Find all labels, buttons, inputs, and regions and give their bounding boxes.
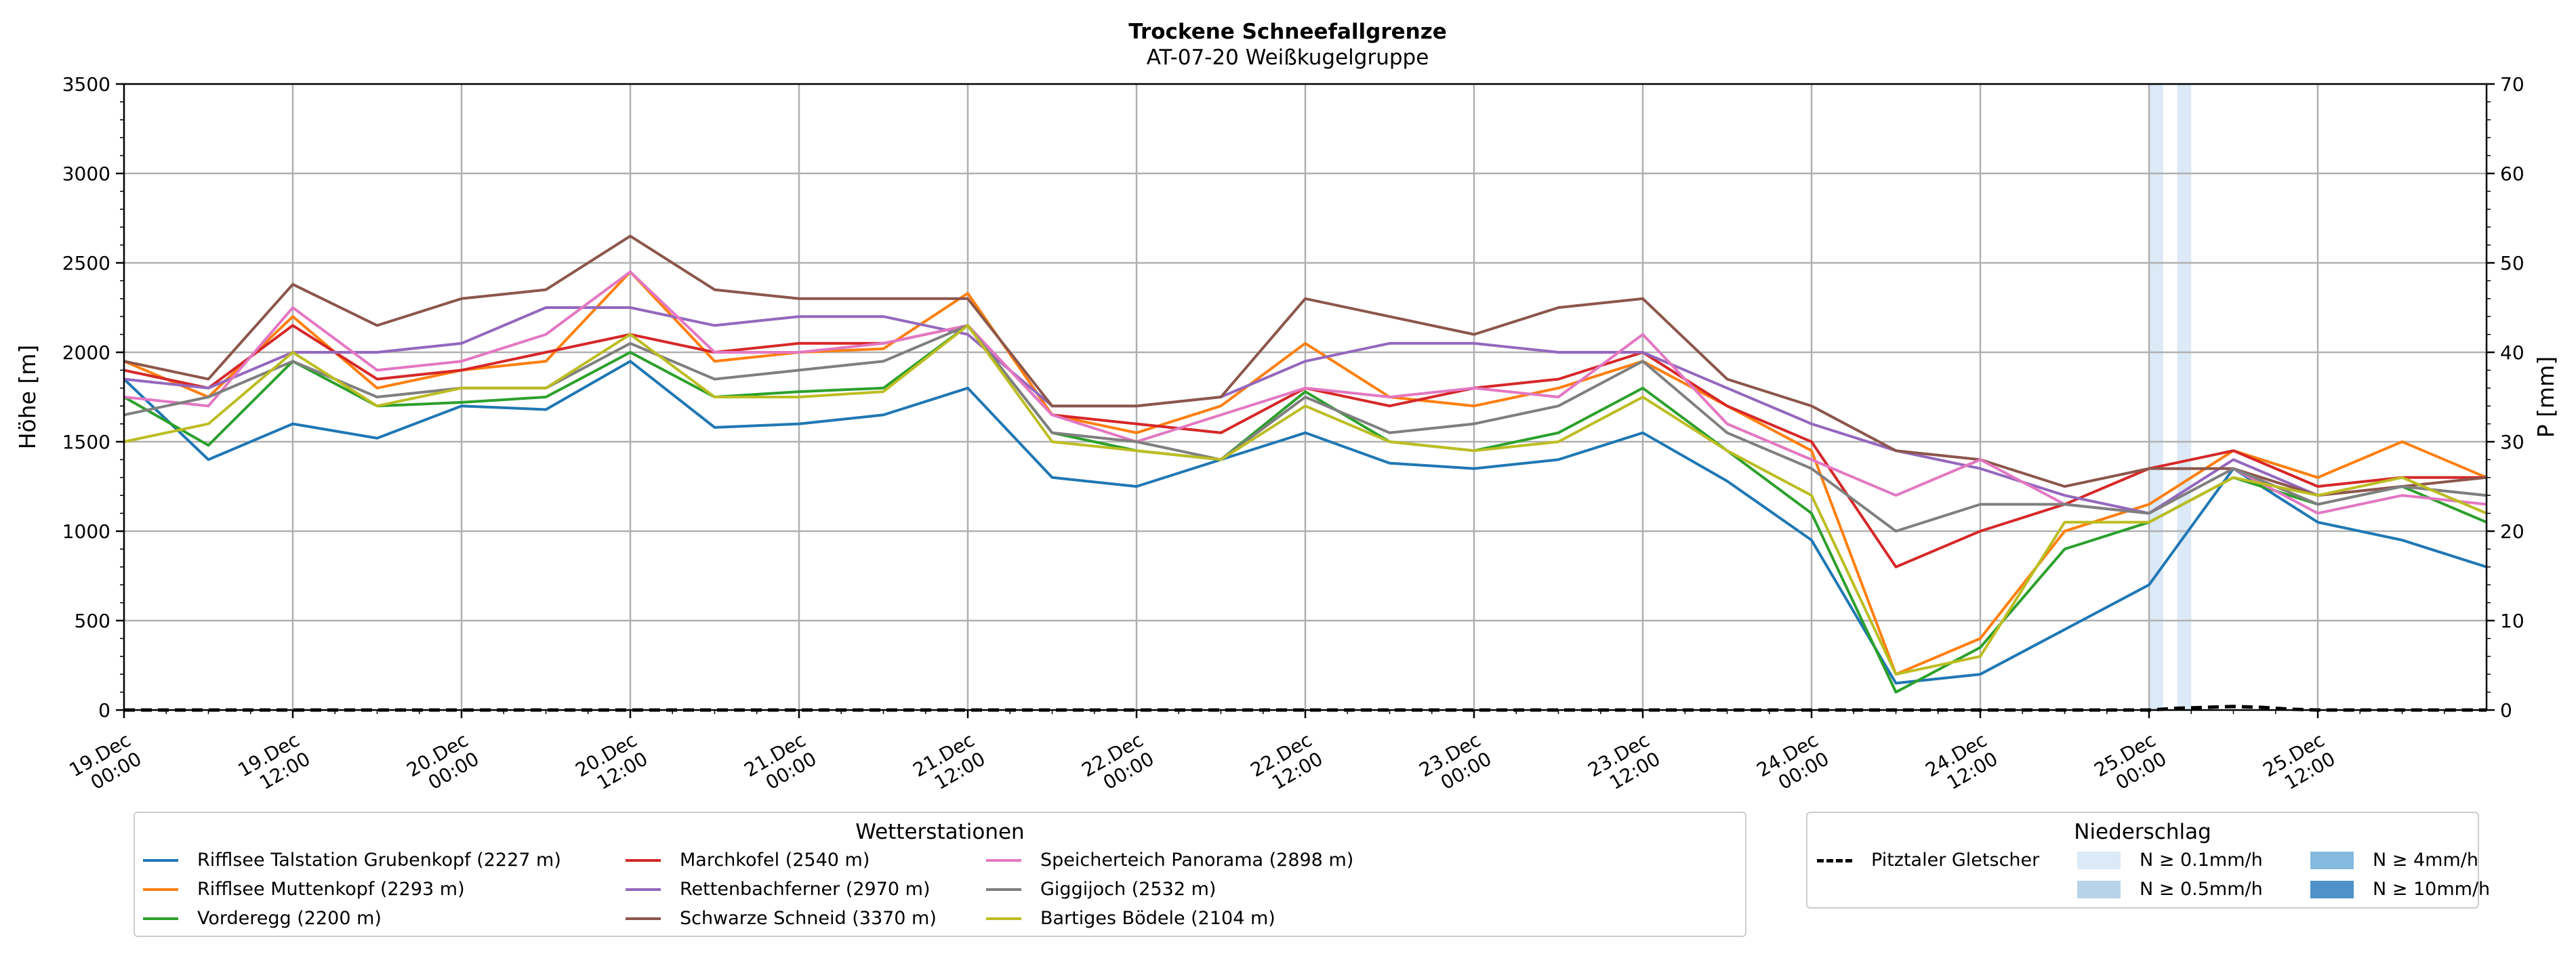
series-line-4 — [123, 306, 2487, 515]
y2-tick-label: 60 — [2500, 163, 2524, 185]
y2-axis-label: P [mm] — [2533, 356, 2559, 438]
series-line-8 — [123, 324, 2487, 676]
legend-item: Vorderegg (2200 m) — [143, 907, 382, 930]
series-lines — [123, 234, 2487, 694]
x-tick-label: 25.Dec00:00 — [2091, 728, 2171, 800]
legend-item-band: N ≥ 4mm/h — [2310, 849, 2478, 872]
chart-subtitle: AT-07-20 Weißkugelgruppe — [1147, 45, 1429, 70]
y2-tick-label: 50 — [2500, 252, 2524, 274]
legend-item: Bartiges Bödele (2104 m) — [986, 907, 1275, 930]
precip-band-1 — [2177, 84, 2192, 710]
legend-item-pitztaler-gletscher: Pitztaler Gletscher — [1817, 849, 2039, 872]
y2-tick-label: 40 — [2500, 341, 2524, 364]
legend-swatch — [143, 888, 178, 891]
legend-item-band: N ≥ 0.1mm/h — [2077, 849, 2263, 872]
y2-tick-label: 10 — [2500, 610, 2524, 632]
legend-item: Speicherteich Panorama (2898 m) — [986, 849, 1353, 872]
x-tick-label: 23.Dec12:00 — [1585, 728, 1664, 800]
grid — [124, 84, 2487, 710]
legend-item: Giggijoch (2532 m) — [986, 878, 1216, 901]
legend-swatch — [626, 888, 661, 891]
x-tick-label: 20.Dec00:00 — [403, 728, 483, 800]
station-legend-title: Wetterstationen — [855, 820, 1025, 844]
x-tick-label: 24.Dec00:00 — [1753, 728, 1833, 800]
y-tick-label: 2000 — [62, 341, 110, 364]
y2-tick-label: 20 — [2500, 520, 2524, 543]
legend-label: N ≥ 0.1mm/h — [2140, 850, 2263, 871]
y-tick-label: 1500 — [62, 431, 110, 453]
legend-swatch — [143, 859, 178, 862]
legend-item: Rifflsee Talstation Grubenkopf (2227 m) — [143, 849, 561, 872]
x-tick-label: 22.Dec00:00 — [1078, 728, 1158, 800]
legend-label: Rifflsee Talstation Grubenkopf (2227 m) — [197, 850, 561, 871]
legend-label: Schwarze Schneid (3370 m) — [680, 908, 937, 929]
x-axis: 19.Dec00:00 19.Dec12:00 20.Dec00:00 20.Dec1… — [66, 710, 2445, 800]
band-swatch — [2310, 881, 2354, 898]
x-tick-label: 25.Dec12:00 — [2260, 728, 2339, 800]
y2-tick-label: 30 — [2500, 431, 2524, 453]
series-line-5 — [123, 234, 2487, 497]
precip-band-0 — [2149, 84, 2163, 710]
legend-swatch — [626, 917, 661, 920]
legend-label: N ≥ 4mm/h — [2373, 850, 2478, 871]
band-swatch — [2077, 852, 2121, 869]
y-axis-right: 0 10 20 30 40 50 60 70 — [2487, 73, 2524, 722]
legend-swatch — [986, 888, 1021, 891]
legend-swatch — [986, 859, 1021, 862]
legend-label: Speicherteich Panorama (2898 m) — [1040, 850, 1354, 871]
series-line-0 — [123, 360, 2487, 685]
legend-label: Rettenbachferner (2970 m) — [680, 879, 931, 900]
legend-label: Bartiges Bödele (2104 m) — [1040, 908, 1275, 929]
x-tick-label: 21.Dec12:00 — [909, 728, 989, 800]
y-tick-label: 0 — [98, 699, 110, 722]
legend-item: Rifflsee Muttenkopf (2293 m) — [143, 878, 465, 901]
x-tick-label: 23.Dec00:00 — [1416, 728, 1496, 800]
precipitation-legend: Niederschlag Pitztaler Gletscher N ≥ 0.1… — [1806, 812, 2490, 909]
station-legend: Wetterstationen Rifflsee Talstation Grub… — [134, 812, 1746, 937]
legend-swatch — [143, 917, 178, 920]
precipitation-shading — [2149, 84, 2192, 710]
legend-label: Pitztaler Gletscher — [1871, 850, 2040, 871]
legend-swatch — [626, 859, 661, 862]
x-tick-label: 21.Dec00:00 — [741, 728, 821, 800]
band-swatch — [2077, 881, 2121, 898]
y-axis-left: 0 500 1000 1500 2000 2500 3000 3500 — [62, 73, 124, 722]
legend-label: Marchkofel (2540 m) — [680, 850, 870, 871]
legend-item: Schwarze Schneid (3370 m) — [626, 907, 937, 930]
legend-label: Vorderegg (2200 m) — [197, 908, 382, 929]
x-tick-label: 20.Dec12:00 — [572, 728, 652, 800]
y-axis-label: Höhe [m] — [14, 345, 41, 450]
x-tick-label: 24.Dec12:00 — [1922, 728, 2002, 800]
band-swatch — [2310, 852, 2354, 869]
legend-label: Giggijoch (2532 m) — [1040, 879, 1217, 900]
y-tick-label: 3500 — [62, 73, 110, 96]
legend-item-band: N ≥ 10mm/h — [2310, 878, 2490, 901]
legend-label: N ≥ 0.5mm/h — [2140, 879, 2263, 900]
precipitation-legend-title: Niederschlag — [2074, 820, 2211, 844]
legend-label: N ≥ 10mm/h — [2373, 879, 2491, 900]
y-tick-label: 3000 — [62, 163, 110, 185]
legend-swatch — [986, 917, 1021, 920]
legend-item: Marchkofel (2540 m) — [626, 849, 870, 872]
series-line-2 — [123, 324, 2487, 694]
legend-item: Rettenbachferner (2970 m) — [626, 878, 931, 901]
dashed-line-swatch — [1817, 858, 1852, 862]
legend-label: Rifflsee Muttenkopf (2293 m) — [197, 879, 465, 900]
y2-tick-label: 70 — [2500, 73, 2524, 96]
legend-item-band: N ≥ 0.5mm/h — [2077, 878, 2263, 901]
x-tick-label: 19.Dec00:00 — [66, 728, 146, 800]
y-tick-label: 500 — [75, 610, 110, 632]
x-tick-label: 22.Dec12:00 — [1247, 728, 1327, 800]
chart-title: Trockene Schneefallgrenze — [1128, 20, 1447, 44]
x-tick-label: 19.Dec12:00 — [234, 728, 314, 800]
y-tick-label: 2500 — [62, 252, 110, 274]
y2-tick-label: 0 — [2500, 699, 2512, 722]
y-tick-label: 1000 — [62, 520, 110, 543]
